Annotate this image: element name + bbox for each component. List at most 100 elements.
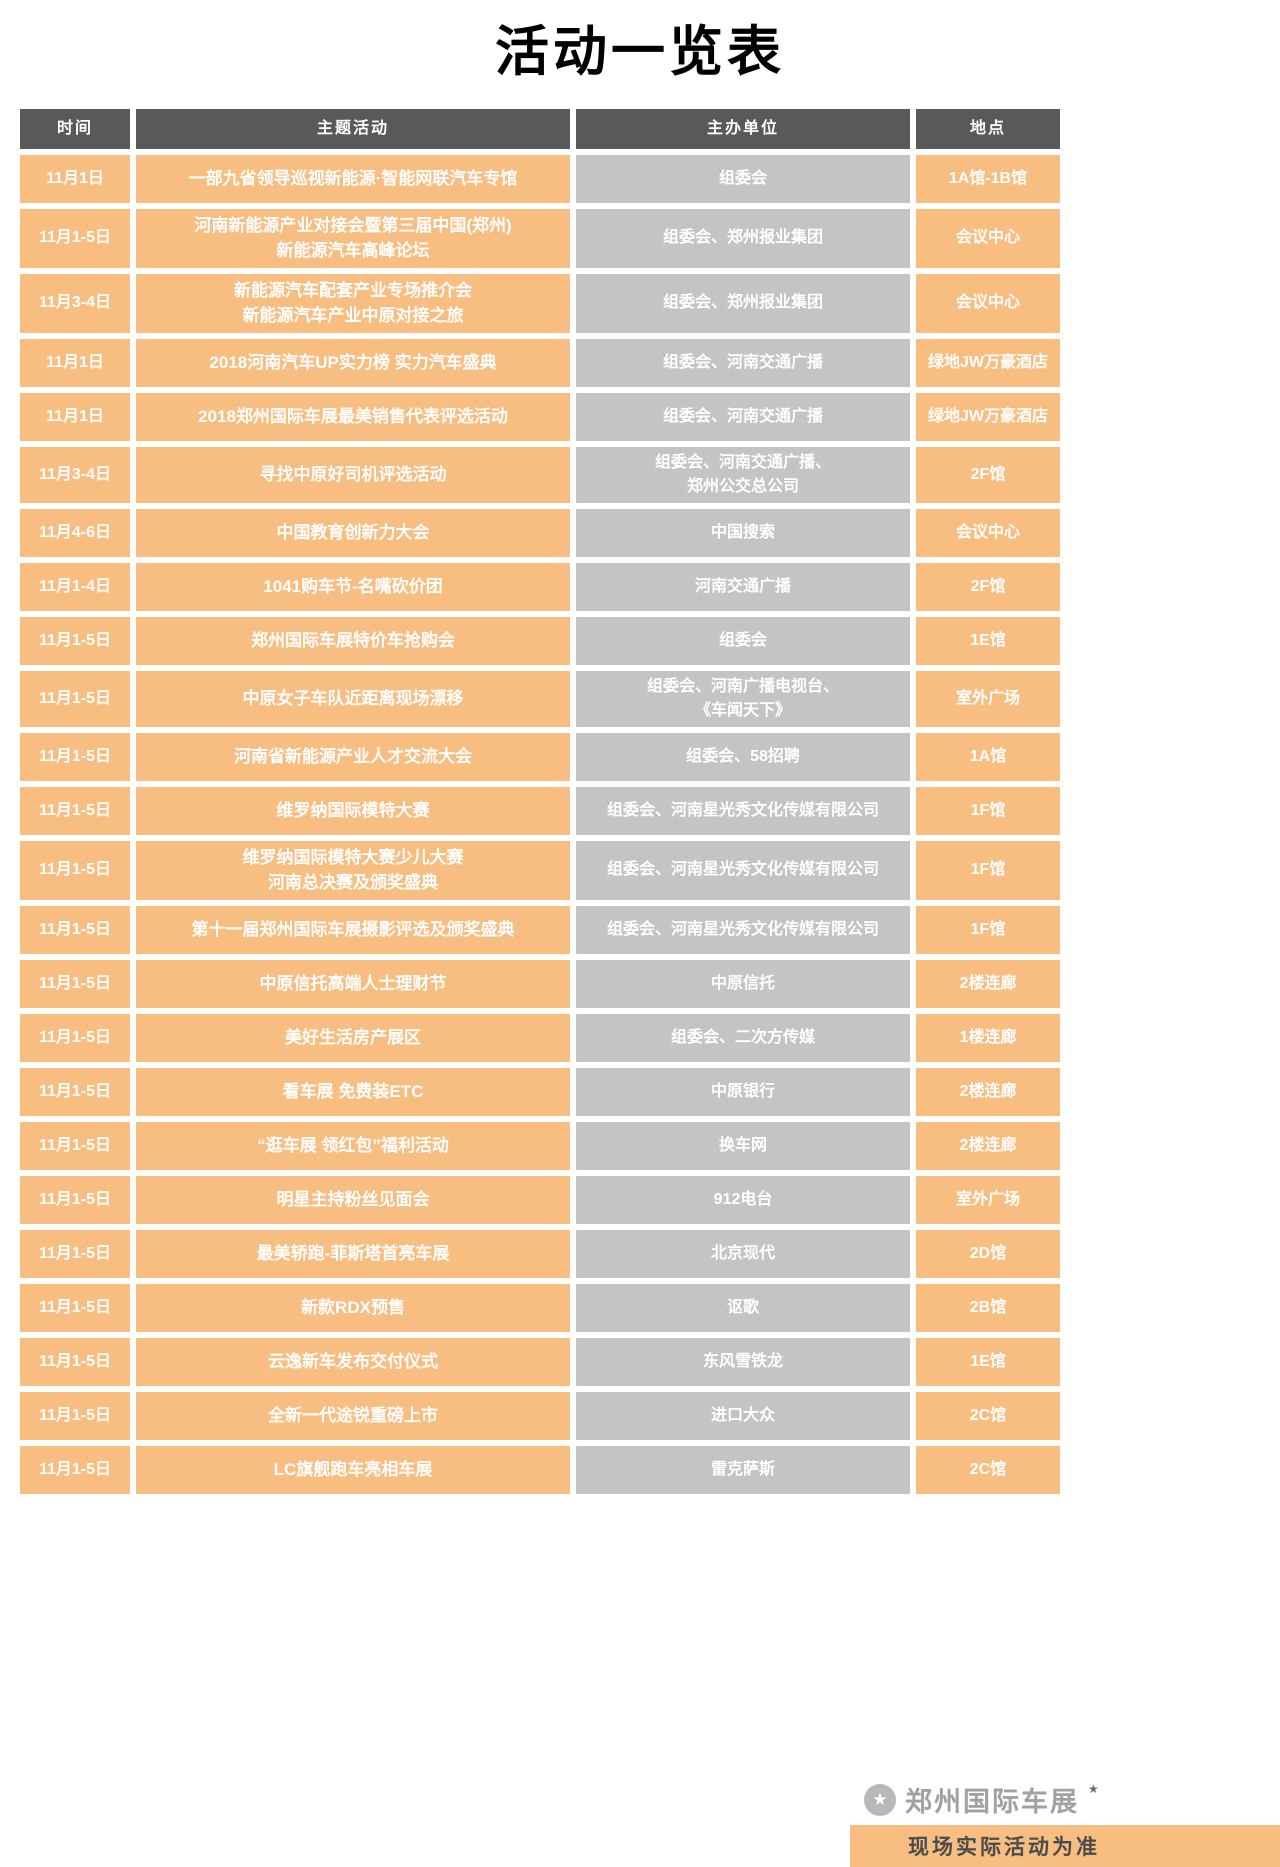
location-cell: 绿地JW万豪酒店 xyxy=(916,338,1060,387)
table-row: 11月1日 一部九省领导巡视新能源·智能网联汽车专馆 组委会 1A馆-1B馆 xyxy=(20,154,1060,203)
table-row: 11月1-5日 郑州国际车展特价车抢购会 组委会 1E馆 xyxy=(20,616,1060,665)
activity-cell: 维罗纳国际模特大赛 xyxy=(136,786,570,835)
location-cell: 1A馆 xyxy=(916,732,1060,781)
table-row: 11月1-5日 美好生活房产展区 组委会、二次方传媒 1楼连廊 xyxy=(20,1013,1060,1062)
organizer-cell: 讴歌 xyxy=(576,1283,910,1332)
organizer-cell: 组委会、郑州报业集团 xyxy=(576,208,910,268)
location-cell: 1楼连廊 xyxy=(916,1013,1060,1062)
activity-cell: 一部九省领导巡视新能源·智能网联汽车专馆 xyxy=(136,154,570,203)
brand-globe-star-icon: ★ xyxy=(864,1783,896,1816)
location-cell: 2C馆 xyxy=(916,1445,1060,1494)
organizer-cell: 组委会、郑州报业集团 xyxy=(576,273,910,333)
organizer-cell: 中国搜索 xyxy=(576,508,910,557)
table-row: 11月1-5日 河南省新能源产业人才交流大会 组委会、58招聘 1A馆 xyxy=(20,732,1060,781)
activity-cell: 云逸新车发布交付仪式 xyxy=(136,1337,570,1386)
table-row: 11月1-5日 看车展 免费装ETC 中原银行 2楼连廊 xyxy=(20,1067,1060,1116)
location-cell: 2楼连廊 xyxy=(916,959,1060,1008)
column-header-activity: 主题活动 xyxy=(136,108,570,149)
location-cell: 1F馆 xyxy=(916,905,1060,954)
table-row: 11月1-5日 河南新能源产业对接会暨第三届中国(郑州) 新能源汽车高峰论坛 组… xyxy=(20,208,1060,268)
location-cell: 2楼连廊 xyxy=(916,1067,1060,1116)
activity-cell: LC旗舰跑车亮相车展 xyxy=(136,1445,570,1494)
organizer-cell: 组委会、河南广播电视台、 《车闻天下》 xyxy=(576,670,910,727)
table-row: 11月1-5日 维罗纳国际模特大赛少儿大赛 河南总决赛及颁奖盛典 组委会、河南星… xyxy=(20,840,1060,900)
table-row: 11月1-4日 1041购车节-名嘴砍价团 河南交通广播 2F馆 xyxy=(20,562,1060,611)
location-cell: 2C馆 xyxy=(916,1391,1060,1440)
organizer-cell: 912电台 xyxy=(576,1175,910,1224)
organizer-cell: 组委会 xyxy=(576,154,910,203)
organizer-cell: 河南交通广播 xyxy=(576,562,910,611)
time-cell: 11月1-5日 xyxy=(20,840,130,900)
activity-cell: 1041购车节-名嘴砍价团 xyxy=(136,562,570,611)
time-cell: 11月1-4日 xyxy=(20,562,130,611)
table-row: 11月1-5日 明星主持粉丝见面会 912电台 室外广场 xyxy=(20,1175,1060,1224)
location-cell: 2楼连廊 xyxy=(916,1121,1060,1170)
organizer-cell: 组委会、58招聘 xyxy=(576,732,910,781)
time-cell: 11月1-5日 xyxy=(20,1121,130,1170)
table-row: 11月1-5日 第十一届郑州国际车展摄影评选及颁奖盛典 组委会、河南星光秀文化传… xyxy=(20,905,1060,954)
location-cell: 室外广场 xyxy=(916,1175,1060,1224)
time-cell: 11月4-6日 xyxy=(20,508,130,557)
time-cell: 11月1-5日 xyxy=(20,616,130,665)
activity-cell: 中原信托高端人士理财节 xyxy=(136,959,570,1008)
activity-cell: 新款RDX预售 xyxy=(136,1283,570,1332)
table-row: 11月1-5日 云逸新车发布交付仪式 东风雪铁龙 1E馆 xyxy=(20,1337,1060,1386)
time-cell: 11月1-5日 xyxy=(20,208,130,268)
organizer-cell: 组委会、河南星光秀文化传媒有限公司 xyxy=(576,905,910,954)
organizer-cell: 组委会、二次方传媒 xyxy=(576,1013,910,1062)
activity-cell: 2018郑州国际车展最美销售代表评选活动 xyxy=(136,392,570,441)
time-cell: 11月1-5日 xyxy=(20,1175,130,1224)
time-cell: 11月1-5日 xyxy=(20,670,130,727)
organizer-cell: 组委会、河南交通广播、 郑州公交总公司 xyxy=(576,446,910,503)
brand-name: 郑州国际车展 xyxy=(905,1787,1079,1817)
time-cell: 11月1-5日 xyxy=(20,1445,130,1494)
activity-cell: 明星主持粉丝见面会 xyxy=(136,1175,570,1224)
organizer-cell: 组委会、河南星光秀文化传媒有限公司 xyxy=(576,786,910,835)
location-cell: 室外广场 xyxy=(916,670,1060,727)
table-row: 11月1-5日 新款RDX预售 讴歌 2B馆 xyxy=(20,1283,1060,1332)
table-row: 11月1-5日 全新一代途锐重磅上市 进口大众 2C馆 xyxy=(20,1391,1060,1440)
location-cell: 1E馆 xyxy=(916,616,1060,665)
time-cell: 11月1-5日 xyxy=(20,959,130,1008)
organizer-cell: 北京现代 xyxy=(576,1229,910,1278)
table-row: 11月1-5日 最美轿跑-菲斯塔首亮车展 北京现代 2D馆 xyxy=(20,1229,1060,1278)
time-cell: 11月1-5日 xyxy=(20,1283,130,1332)
time-cell: 11月1-5日 xyxy=(20,1067,130,1116)
time-cell: 11月1-5日 xyxy=(20,1337,130,1386)
organizer-cell: 组委会 xyxy=(576,616,910,665)
activity-cell: 郑州国际车展特价车抢购会 xyxy=(136,616,570,665)
activity-cell: 中原女子车队近距离现场漂移 xyxy=(136,670,570,727)
time-cell: 11月1-5日 xyxy=(20,1229,130,1278)
time-cell: 11月1-5日 xyxy=(20,1013,130,1062)
small-star-icon: ★ xyxy=(1088,1782,1099,1796)
table-header-row: 时间 主题活动 主办单位 地点 xyxy=(20,108,1060,149)
column-header-location: 地点 xyxy=(916,108,1060,149)
column-header-organizer: 主办单位 xyxy=(576,108,910,149)
time-cell: 11月1-5日 xyxy=(20,905,130,954)
time-cell: 11月3-4日 xyxy=(20,446,130,503)
activity-cell: 第十一届郑州国际车展摄影评选及颁奖盛典 xyxy=(136,905,570,954)
organizer-cell: 进口大众 xyxy=(576,1391,910,1440)
organizer-cell: 中原信托 xyxy=(576,959,910,1008)
table-row: 11月1-5日 中原信托高端人士理财节 中原信托 2楼连廊 xyxy=(20,959,1060,1008)
location-cell: 2F馆 xyxy=(916,446,1060,503)
organizer-cell: 组委会、河南星光秀文化传媒有限公司 xyxy=(576,840,910,900)
footer-note: 现场实际活动为准 xyxy=(908,1836,1100,1859)
location-cell: 1E馆 xyxy=(916,1337,1060,1386)
organizer-cell: 换车网 xyxy=(576,1121,910,1170)
location-cell: 2B馆 xyxy=(916,1283,1060,1332)
location-cell: 会议中心 xyxy=(916,208,1060,268)
activity-cell: 河南新能源产业对接会暨第三届中国(郑州) 新能源汽车高峰论坛 xyxy=(136,208,570,268)
organizer-cell: 东风雪铁龙 xyxy=(576,1337,910,1386)
time-cell: 11月1-5日 xyxy=(20,786,130,835)
activity-cell: 看车展 免费装ETC xyxy=(136,1067,570,1116)
brand: ★ 郑州国际车展 ★ xyxy=(864,1780,1280,1819)
location-cell: 1F馆 xyxy=(916,840,1060,900)
activity-cell: 2018河南汽车UP实力榜 实力汽车盛典 xyxy=(136,338,570,387)
time-cell: 11月1日 xyxy=(20,338,130,387)
time-cell: 11月1日 xyxy=(20,392,130,441)
organizer-cell: 中原银行 xyxy=(576,1067,910,1116)
location-cell: 2F馆 xyxy=(916,562,1060,611)
activity-cell: 美好生活房产展区 xyxy=(136,1013,570,1062)
activity-cell: 中国教育创新力大会 xyxy=(136,508,570,557)
